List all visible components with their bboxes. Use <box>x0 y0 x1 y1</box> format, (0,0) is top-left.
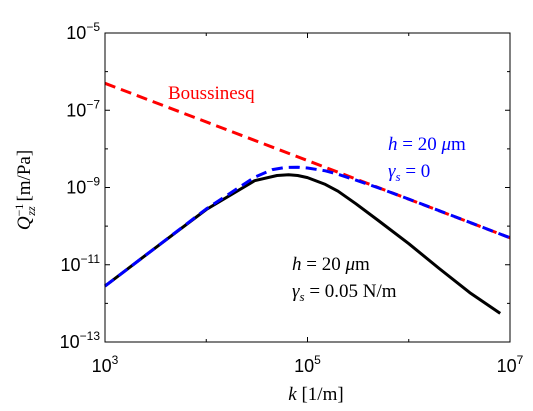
y-axis-label: Q−1zz [m/Pa] <box>12 150 38 230</box>
y-tick-label: 10−7 <box>66 97 100 120</box>
y-tick-label: 10−9 <box>66 175 100 198</box>
series-layer <box>104 81 511 315</box>
y-tick-label: 10−11 <box>61 252 101 275</box>
tick-layer: 103 105 107 10−13 10−11 10−9 10−7 10−5 <box>60 20 524 376</box>
series-boussinesq <box>104 81 511 240</box>
boussinesq-label: Boussinesq <box>168 83 255 104</box>
x-tick-label: 105 <box>294 353 321 376</box>
blue-annotation-gamma: γs = 0 <box>388 161 430 184</box>
x-axis-label: k [1/m] <box>288 384 343 405</box>
x-tick-label: 103 <box>92 353 119 376</box>
series-1 <box>104 165 511 288</box>
x-tick-label: 107 <box>497 353 524 376</box>
blue-annotation-h: h = 20 μm <box>388 134 466 155</box>
series-2 <box>104 173 502 315</box>
y-tick-label: 10−13 <box>60 329 101 352</box>
black-annotation-gamma: γs = 0.05 N/m <box>292 281 397 304</box>
black-annotation-h: h = 20 μm <box>292 254 370 275</box>
y-tick-label: 10−5 <box>66 20 100 43</box>
